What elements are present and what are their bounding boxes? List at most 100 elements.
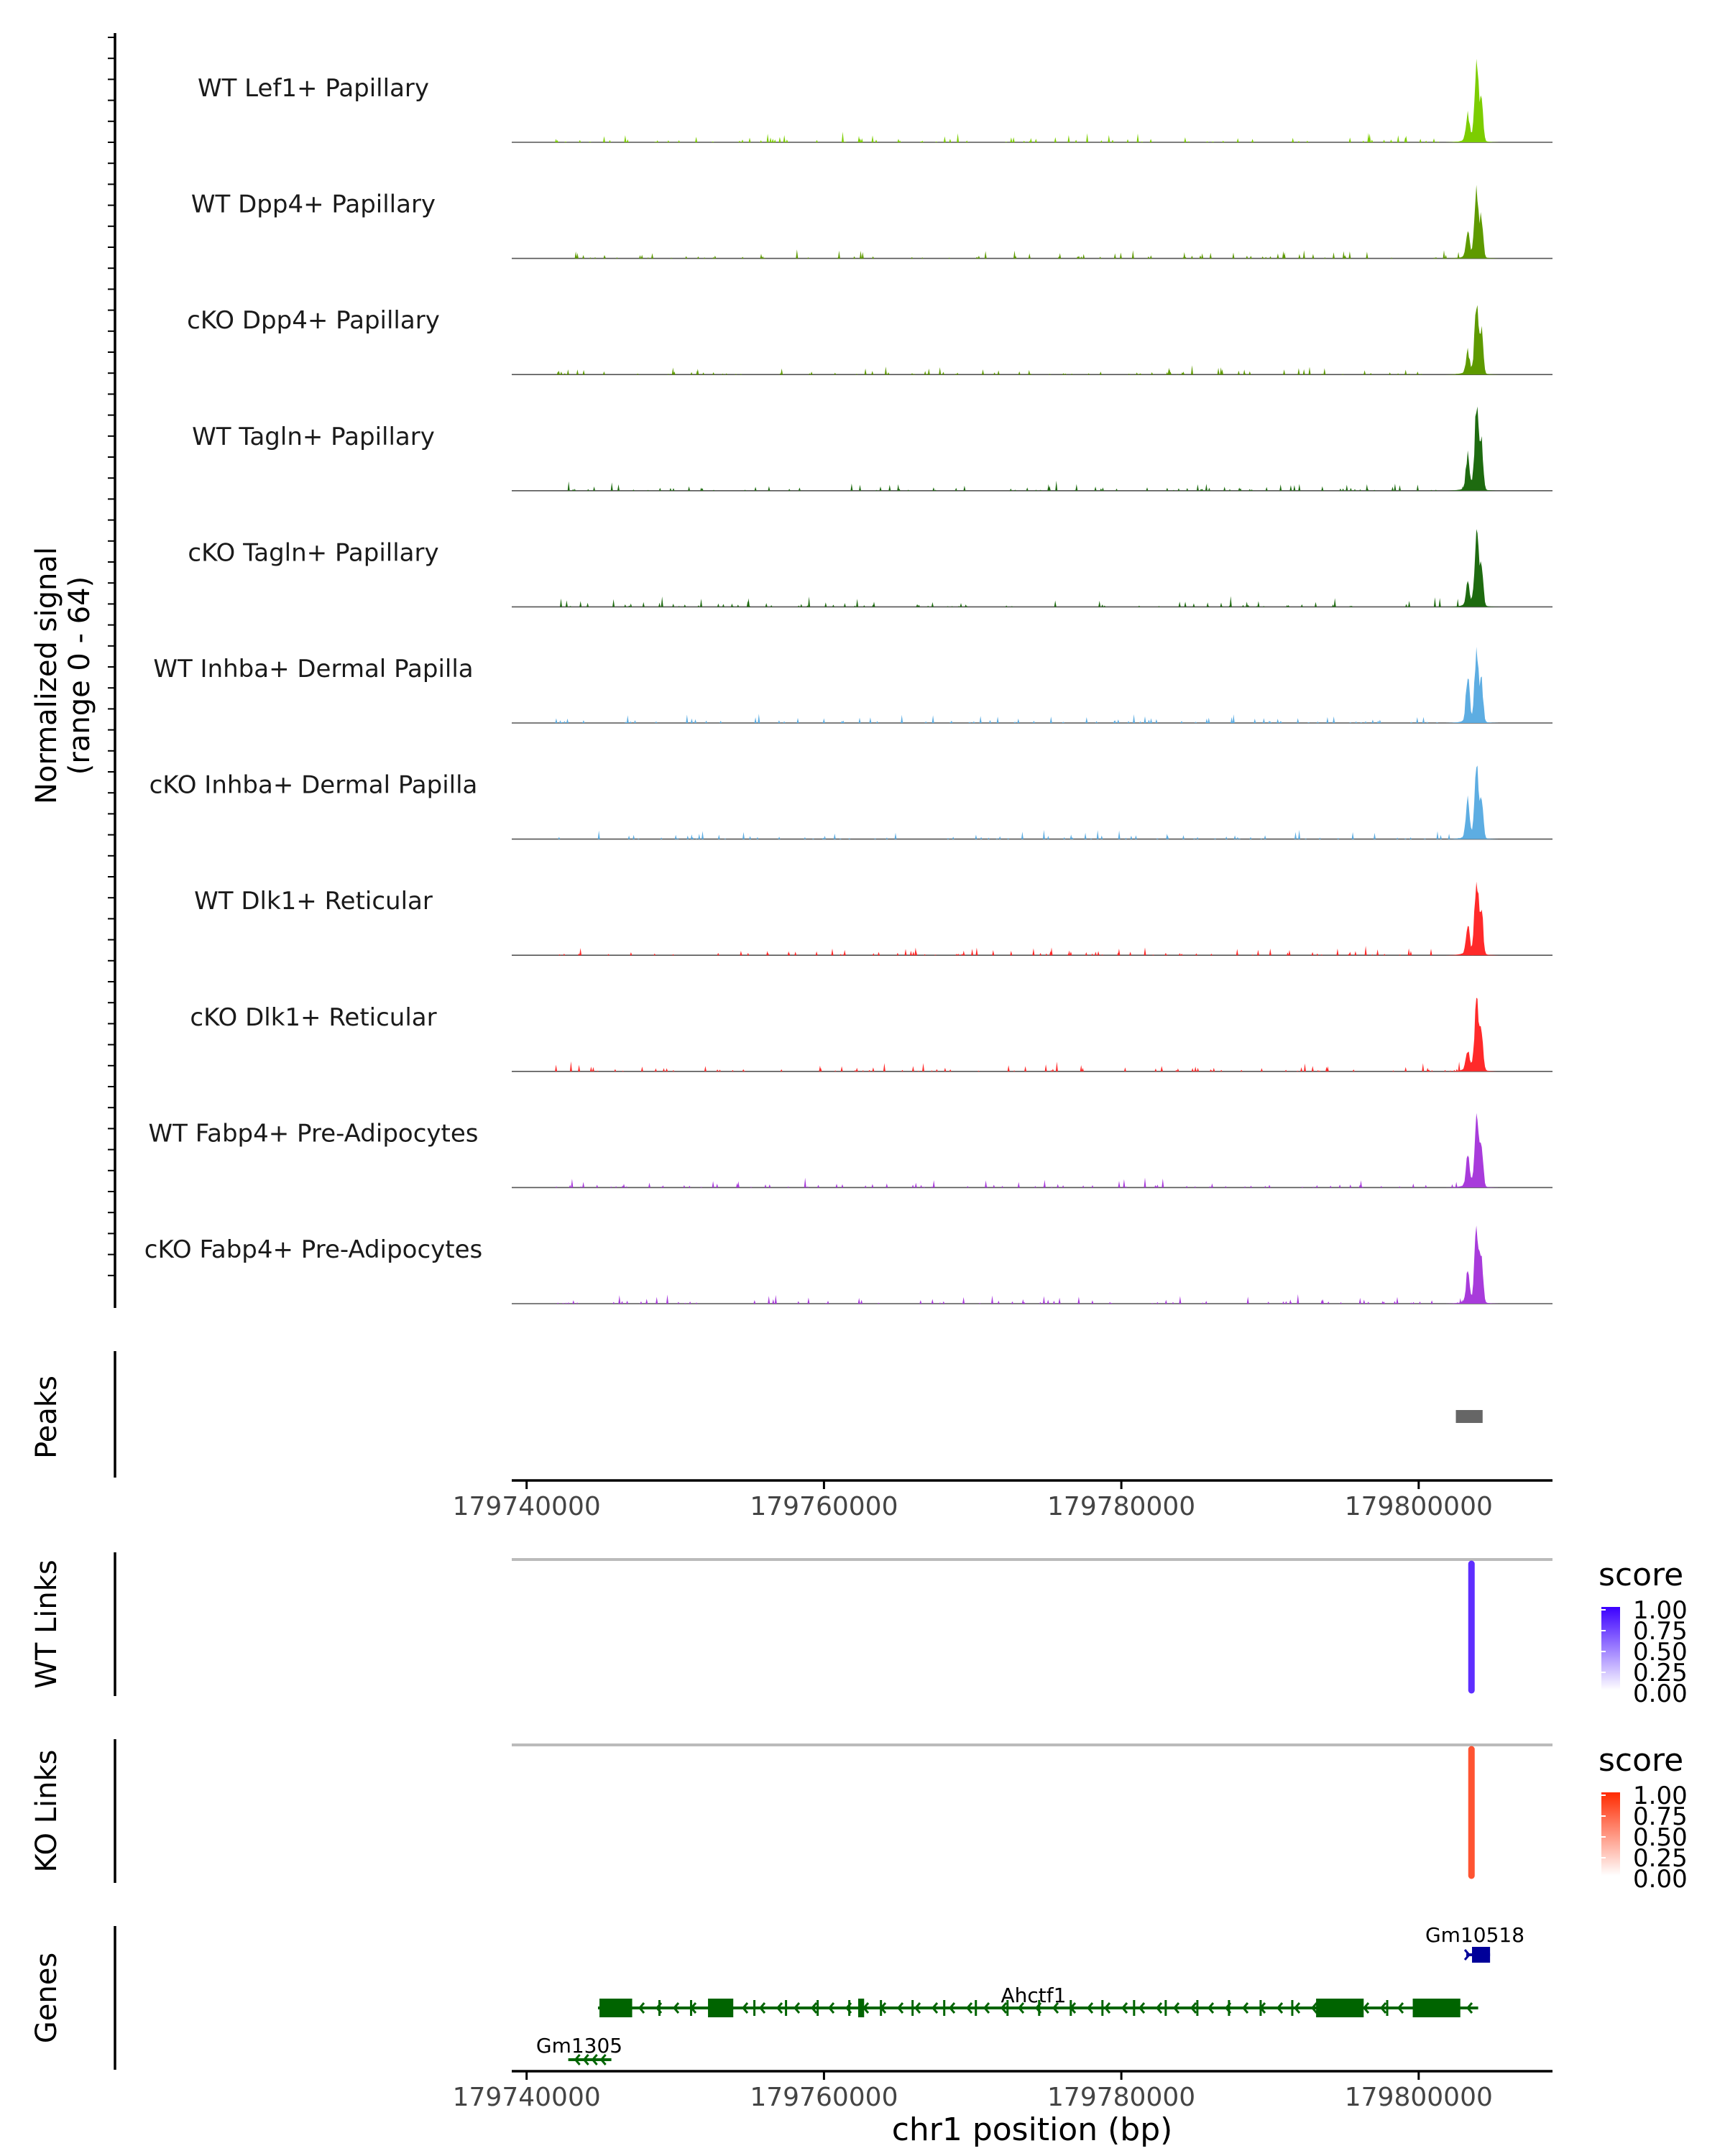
- gene-label: Gm1305: [536, 2034, 622, 2058]
- signal-peak: [1446, 529, 1499, 607]
- strand-arrows: [574, 2054, 607, 2065]
- signal-peak: [1446, 647, 1499, 723]
- gene-exon-small: [816, 2000, 819, 2016]
- x-tick-label: 179780000: [1047, 2083, 1195, 2112]
- track-label: WT Inhba+ Dermal Papilla: [153, 655, 473, 683]
- gene-exon-small: [1164, 2000, 1167, 2016]
- track-label: WT Dlk1+ Reticular: [194, 887, 433, 916]
- gene-exon-small: [848, 2000, 851, 2016]
- gene-exon-small: [1196, 2000, 1199, 2016]
- gene-exon-small: [975, 2000, 978, 2016]
- x-tick-label: 179800000: [1345, 1492, 1493, 1521]
- gene-exon-small: [722, 2000, 724, 2016]
- gene-model: Gm10518: [1425, 1923, 1524, 1963]
- signal-noise: [558, 829, 1450, 839]
- peaks-marks: [1455, 1410, 1483, 1423]
- legend-tick-label: 1.00: [1633, 1596, 1688, 1625]
- wt-links-panel: WT Links score 1.000.750.500.250.00: [30, 1552, 1688, 1708]
- signal-noise: [555, 714, 1473, 723]
- gene-exon-small: [1417, 2000, 1420, 2016]
- wt-legend-ticks: 1.000.750.500.250.00: [1601, 1596, 1688, 1708]
- gene-exon-small: [626, 2000, 629, 2016]
- coverage-track: WT Dpp4+ Papillary: [191, 185, 1552, 259]
- signal-peak: [1446, 406, 1499, 491]
- track-label: cKO Fabp4+ Pre-Adipocytes: [144, 1235, 483, 1264]
- signal-noise: [556, 1294, 1476, 1304]
- coverage-track: cKO Fabp4+ Pre-Adipocytes: [144, 1225, 1552, 1304]
- legend-tick-label: 0.50: [1633, 1823, 1688, 1852]
- legend-tick-label: 1.00: [1633, 1782, 1688, 1810]
- strand-arrows: [604, 2002, 1473, 2014]
- ko-legend-title: score: [1598, 1742, 1683, 1779]
- ko-legend-colorbar: [1601, 1792, 1620, 1876]
- gene-exon-small: [1354, 2000, 1357, 2016]
- gene-exon-small: [1133, 2000, 1136, 2016]
- signal-peak: [1446, 1112, 1499, 1188]
- coverage-track: cKO Dlk1+ Reticular: [190, 998, 1552, 1072]
- signal-noise: [558, 946, 1474, 956]
- coverage-track: WT Fabp4+ Pre-Adipocytes: [149, 1112, 1552, 1189]
- track-label: WT Dpp4+ Papillary: [191, 190, 436, 219]
- track-label: WT Fabp4+ Pre-Adipocytes: [149, 1119, 479, 1148]
- gene-exon-small: [1322, 2000, 1325, 2016]
- coverage-y-ticks: [108, 37, 115, 1276]
- ko-links-panel: KO Links score 1.000.750.500.250.00: [30, 1739, 1688, 1894]
- x-tick-label: 179740000: [453, 2083, 601, 2112]
- signal-peak: [1446, 58, 1499, 142]
- gene-model: Gm1305: [536, 2034, 622, 2065]
- gene-exon-small: [785, 2000, 788, 2016]
- x-tick-label: 179760000: [750, 2083, 898, 2112]
- signal-peak: [1446, 765, 1499, 839]
- track-label: cKO Dpp4+ Papillary: [187, 306, 440, 335]
- signal-noise: [574, 249, 1471, 259]
- x-tick-label: 179740000: [453, 1492, 601, 1521]
- coverage-track: WT Lef1+ Papillary: [198, 58, 1552, 143]
- x-tick-label: 179800000: [1345, 2083, 1493, 2112]
- gene-exon-small: [1228, 2000, 1230, 2016]
- x-tick-label: 179780000: [1047, 1492, 1195, 1521]
- legend-tick-label: 0.00: [1633, 1680, 1688, 1708]
- gene-exon-small: [943, 2000, 946, 2016]
- gene-exon-small: [753, 2000, 756, 2016]
- peak-region: [1455, 1410, 1483, 1423]
- gene-exon: [708, 1999, 734, 2017]
- coverage-tracks: WT Lef1+ Papillary WT Dpp4+ Papillary cKO …: [144, 58, 1552, 1304]
- track-label: WT Lef1+ Papillary: [198, 74, 429, 103]
- legend-tick-label: 0.00: [1633, 1865, 1688, 1894]
- coverage-ylabel-range: (range 0 - 64): [63, 576, 96, 775]
- gene-models: Gm10518 Ahctf1 Gm1305: [536, 1923, 1524, 2065]
- track-label: WT Tagln+ Papillary: [192, 423, 435, 451]
- signal-peak: [1446, 998, 1499, 1072]
- gene-exon-small: [1038, 2000, 1041, 2016]
- track-label: cKO Dlk1+ Reticular: [190, 1003, 436, 1032]
- x-axis-top-ticks: 179740000 179760000 179780000 179800000: [453, 1480, 1493, 1521]
- x-axis-bottom-ticks: 179740000 179760000 179780000 179800000: [453, 2071, 1493, 2112]
- coverage-track: cKO Dpp4+ Papillary: [187, 305, 1552, 376]
- signal-noise: [555, 1061, 1473, 1072]
- signal-noise: [560, 596, 1459, 607]
- gene-label: Gm10518: [1425, 1923, 1524, 1947]
- gene-exon: [1472, 1947, 1491, 1963]
- signal-noise: [555, 1177, 1458, 1188]
- track-label: cKO Tagln+ Papillary: [188, 538, 438, 567]
- coverage-ylabel: Normalized signal: [30, 547, 63, 804]
- coverage-track: WT Inhba+ Dermal Papilla: [153, 647, 1552, 724]
- gene-exon-small: [1101, 2000, 1104, 2016]
- genes-panel: Genes Gm10518 Ahctf1 Gm1305: [30, 1923, 1524, 2070]
- wt-links-legend: score 1.000.750.500.250.00: [1598, 1557, 1688, 1708]
- strand-arrows: [1463, 1949, 1471, 1961]
- gene-exon: [857, 1999, 865, 2017]
- ko-links-legend: score 1.000.750.500.250.00: [1598, 1742, 1688, 1894]
- x-axis-label: chr1 position (bp): [892, 2111, 1173, 2148]
- legend-tick-label: 0.75: [1633, 1617, 1688, 1646]
- legend-tick-label: 0.25: [1633, 1844, 1688, 1873]
- gene-model: Ahctf1: [597, 1984, 1478, 2017]
- gene-exon: [1412, 1999, 1460, 2017]
- signal-peak: [1446, 881, 1499, 956]
- gene-exon-small: [911, 2000, 914, 2016]
- coverage-track: WT Tagln+ Papillary: [192, 406, 1552, 492]
- track-label: cKO Inhba+ Dermal Papilla: [150, 771, 478, 800]
- ko-links-label: KO Links: [30, 1750, 63, 1873]
- wt-legend-title: score: [1598, 1557, 1683, 1593]
